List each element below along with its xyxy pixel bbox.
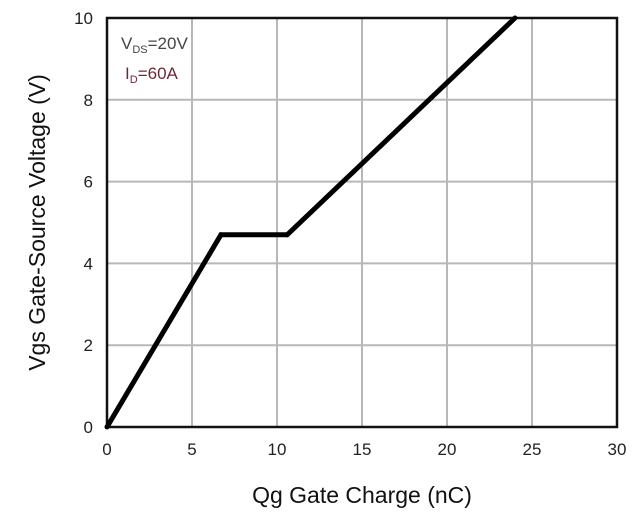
annotation-vds-sub: DS [132,44,147,56]
annotation-id-sub: D [130,74,138,86]
series-0-point-1 [218,232,224,238]
x-tick-label-5: 25 [523,440,542,459]
y-tick-label-5: 10 [74,9,93,28]
series-0-point-0 [104,424,110,430]
y-tick-label-4: 8 [84,91,93,110]
annotation-id: ID=60A [125,64,179,86]
series-0-point-2 [284,232,290,238]
x-axis-title: Qg Gate Charge (nC) [252,482,472,508]
annotation-id-base: I [125,64,130,83]
annotation-vds: VDS=20V [121,34,188,56]
annotation-id-value: =60A [138,64,179,83]
series-line-0 [104,16,517,429]
annotation-vds-value: =20V [148,34,189,53]
annotation-vds-base: V [121,34,133,53]
x-tick-label-2: 10 [268,440,287,459]
x-tick-label-1: 5 [187,440,196,459]
x-tick-label-3: 15 [353,440,372,459]
grid [106,17,618,428]
series-0-point-3 [512,15,518,21]
x-tick-label-4: 20 [438,440,457,459]
y-tick-label-0: 0 [84,418,93,437]
plot-frame [105,16,619,429]
x-tick-label-6: 30 [608,440,627,459]
y-tick-label-3: 6 [84,173,93,192]
y-tick-label-1: 2 [84,336,93,355]
y-tick-label-2: 4 [84,254,93,273]
x-tick-label-0: 0 [102,440,111,459]
y-axis-title: Vgs Gate-Source Voltage (V) [24,74,50,371]
annotations: VDS=20V ID=60A [121,34,188,86]
tick-labels: 0 5 10 15 20 25 30 0 2 4 6 8 10 [74,9,626,459]
series-layer [104,15,518,430]
